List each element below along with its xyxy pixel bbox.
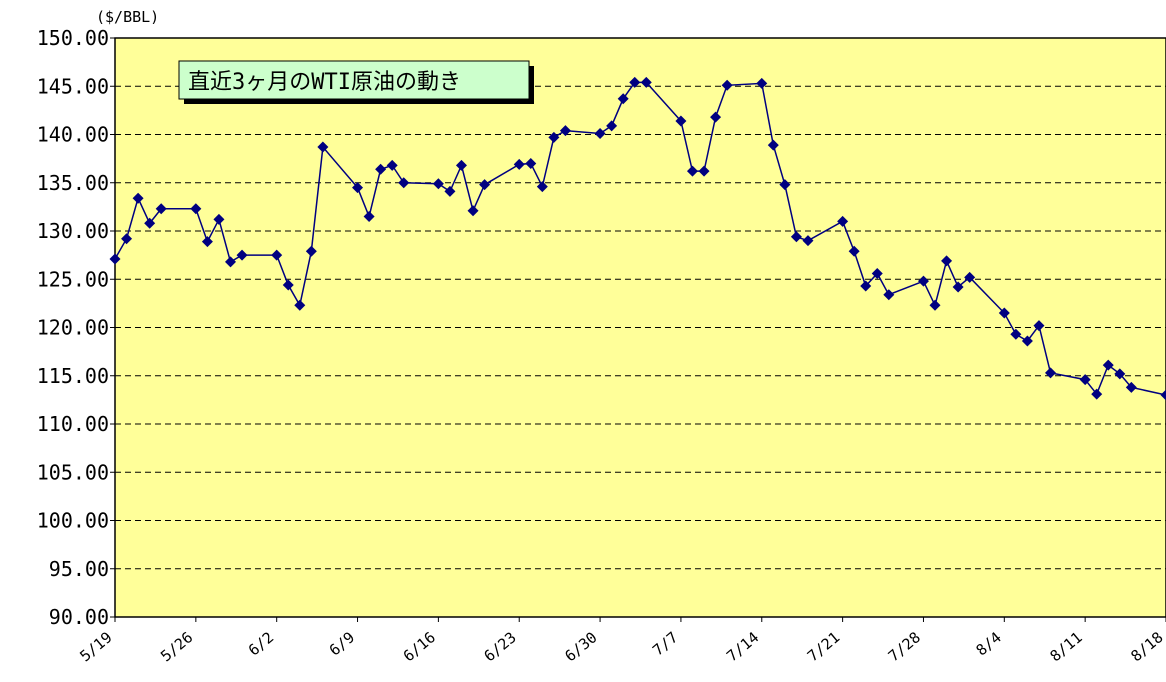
data-point bbox=[767, 139, 779, 151]
data-point bbox=[952, 281, 964, 293]
data-point bbox=[444, 185, 456, 197]
y-tick-label: 120.00 bbox=[37, 316, 109, 340]
data-point bbox=[213, 213, 225, 225]
data-point bbox=[317, 141, 329, 153]
x-tick-label: 7/28 bbox=[885, 628, 924, 665]
data-point bbox=[236, 249, 248, 261]
data-point bbox=[756, 77, 768, 89]
data-point bbox=[640, 76, 652, 88]
data-point bbox=[352, 182, 364, 194]
x-tick-label: 8/4 bbox=[973, 628, 1005, 659]
data-point bbox=[305, 245, 317, 257]
data-point bbox=[837, 215, 849, 227]
data-point bbox=[917, 275, 929, 287]
data-point bbox=[559, 125, 571, 137]
data-point bbox=[121, 233, 133, 245]
data-point bbox=[606, 120, 618, 132]
data-point bbox=[779, 179, 791, 191]
data-point bbox=[1021, 335, 1033, 347]
data-point bbox=[398, 177, 410, 189]
x-tick-label: 6/2 bbox=[245, 628, 277, 659]
x-tick-label: 6/16 bbox=[400, 628, 439, 665]
data-point bbox=[282, 279, 294, 291]
data-point bbox=[479, 179, 491, 191]
data-point bbox=[1114, 368, 1126, 380]
data-point bbox=[155, 203, 167, 215]
data-point bbox=[190, 203, 202, 215]
data-point bbox=[629, 76, 641, 88]
y-tick-label: 105.00 bbox=[37, 460, 109, 484]
data-point bbox=[802, 235, 814, 247]
data-point bbox=[1102, 359, 1114, 371]
data-point bbox=[1091, 388, 1103, 400]
data-point bbox=[294, 299, 306, 311]
data-point bbox=[675, 115, 687, 127]
data-point bbox=[860, 280, 872, 292]
data-point bbox=[144, 217, 156, 229]
data-point bbox=[941, 255, 953, 267]
x-tick-label: 7/7 bbox=[649, 628, 681, 659]
y-tick-label: 95.00 bbox=[49, 557, 109, 581]
data-point bbox=[432, 178, 444, 190]
x-tick-label: 8/11 bbox=[1046, 628, 1085, 665]
x-tick-label: 6/9 bbox=[326, 628, 358, 659]
data-point bbox=[1125, 381, 1137, 393]
data-point bbox=[525, 157, 537, 169]
y-tick-label: 135.00 bbox=[37, 171, 109, 195]
x-tick-label: 6/23 bbox=[481, 628, 520, 665]
data-point bbox=[1079, 374, 1091, 386]
data-point bbox=[871, 267, 883, 279]
y-tick-label: 140.00 bbox=[37, 123, 109, 147]
data-point bbox=[386, 159, 398, 171]
data-point bbox=[201, 236, 213, 248]
title-box bbox=[178, 60, 530, 100]
x-tick-label: 8/18 bbox=[1127, 628, 1166, 665]
y-tick-label: 110.00 bbox=[37, 412, 109, 436]
data-point bbox=[455, 159, 467, 171]
data-point bbox=[790, 231, 802, 243]
data-point bbox=[617, 93, 629, 105]
y-tick-label: 125.00 bbox=[37, 267, 109, 291]
data-point bbox=[998, 307, 1010, 319]
data-point bbox=[1160, 389, 1166, 401]
data-point bbox=[710, 111, 722, 123]
data-point bbox=[929, 299, 941, 311]
x-tick-label: 7/14 bbox=[723, 628, 762, 665]
data-point bbox=[467, 205, 479, 217]
y-tick-label: 115.00 bbox=[37, 364, 109, 388]
y-tick-label: 150.00 bbox=[37, 26, 109, 50]
data-point bbox=[1010, 328, 1022, 340]
data-point bbox=[513, 158, 525, 170]
y-tick-label: 130.00 bbox=[37, 219, 109, 243]
data-point bbox=[594, 128, 606, 140]
data-point bbox=[363, 211, 375, 223]
y-tick-label: 100.00 bbox=[37, 509, 109, 533]
data-point bbox=[964, 271, 976, 283]
y-unit: ($/BBL) bbox=[96, 8, 159, 26]
data-point bbox=[1045, 367, 1057, 379]
data-point bbox=[132, 192, 144, 204]
data-point bbox=[721, 79, 733, 91]
x-tick-label: 6/30 bbox=[561, 628, 600, 665]
data-point bbox=[271, 249, 283, 261]
data-point bbox=[224, 256, 236, 268]
chart-title: 直近3ヶ月のWTI原油の動き bbox=[188, 70, 461, 95]
data-point bbox=[883, 289, 895, 301]
data-point bbox=[375, 163, 387, 175]
data-point bbox=[698, 165, 710, 177]
x-tick-label: 7/21 bbox=[804, 628, 843, 665]
data-line bbox=[114, 81, 1166, 396]
y-tick-label: 90.00 bbox=[49, 605, 109, 629]
data-point bbox=[686, 165, 698, 177]
data-point bbox=[1033, 320, 1045, 332]
data-point bbox=[848, 245, 860, 257]
x-tick-label: 5/19 bbox=[76, 628, 115, 665]
data-point bbox=[536, 181, 548, 193]
data-point bbox=[548, 131, 560, 143]
data-point bbox=[109, 253, 121, 265]
y-tick-label: 145.00 bbox=[37, 74, 109, 98]
x-tick-label: 5/26 bbox=[157, 628, 196, 665]
